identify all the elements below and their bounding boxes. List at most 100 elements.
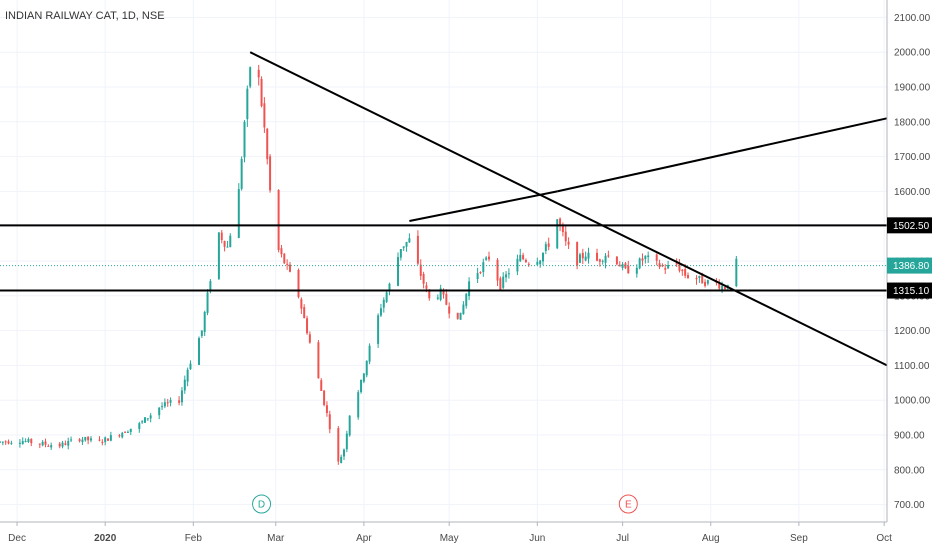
candle-body	[223, 241, 226, 247]
x-tick-label: Jul	[616, 533, 629, 544]
candle-body	[342, 449, 345, 457]
candle-body	[465, 293, 468, 306]
candle-body	[641, 258, 644, 261]
candle-body	[425, 285, 428, 289]
candle-body	[169, 400, 172, 403]
trend-line	[249, 51, 888, 367]
candle-body	[618, 264, 621, 267]
y-tick-label: 1200.00	[894, 326, 931, 337]
candle-body	[723, 286, 726, 290]
candle-body	[288, 264, 291, 272]
last-price-label: 1386.80	[893, 261, 930, 272]
candle-body	[138, 423, 141, 429]
candle-body	[402, 246, 405, 248]
candle-body	[561, 224, 564, 233]
candle-body	[445, 293, 448, 305]
candle-body	[64, 443, 67, 445]
candle-body	[638, 258, 641, 269]
candle-body	[365, 360, 368, 376]
candle-body	[704, 281, 707, 286]
candle-body	[18, 442, 21, 444]
y-tick-label: 1700.00	[894, 152, 931, 163]
candle-body	[655, 254, 658, 261]
candle-body	[206, 292, 209, 313]
candle-body	[229, 235, 232, 248]
candle-body	[143, 417, 146, 423]
candle-body	[303, 307, 306, 319]
candle-body	[576, 242, 579, 266]
event-label: E	[625, 500, 632, 511]
candle-body	[246, 88, 249, 120]
level-price-label: 1502.50	[893, 221, 930, 232]
y-tick-label: 1600.00	[894, 187, 931, 198]
candle-body	[243, 121, 246, 158]
candle-body	[249, 67, 252, 87]
candle-body	[487, 256, 490, 260]
candle-body	[21, 441, 24, 444]
time-axis[interactable]: Dec 2020 Feb Mar Apr May Jun Jul Aug Sep Oct	[8, 522, 892, 544]
x-tick-label: Jun	[529, 533, 545, 544]
candle-body	[325, 405, 328, 414]
x-tick-label: Aug	[702, 533, 720, 544]
candle-body	[559, 218, 562, 226]
candle-body	[397, 257, 400, 286]
candle-body	[149, 415, 152, 419]
candle-body	[482, 262, 485, 273]
candle-body	[260, 78, 263, 107]
candle-body	[109, 435, 112, 441]
candle-body	[78, 439, 81, 442]
candle-body	[462, 304, 465, 315]
candle-body	[1, 441, 4, 443]
x-tick-label: Feb	[185, 533, 203, 544]
candle-body	[320, 380, 323, 392]
candle-body	[578, 254, 581, 263]
candle-body	[141, 421, 144, 423]
candle-body	[388, 283, 391, 291]
candle-body	[129, 428, 132, 432]
candle-body	[496, 259, 499, 281]
grid	[0, 0, 887, 522]
candle-body	[50, 445, 53, 448]
x-tick-label: Sep	[790, 533, 808, 544]
candle-body	[44, 441, 47, 445]
candle-body	[635, 267, 638, 274]
candle-body	[627, 265, 630, 274]
candle-body	[158, 407, 161, 416]
candle-body	[519, 254, 522, 262]
candle-body	[428, 289, 431, 299]
candle-body	[7, 441, 10, 444]
candle-body	[286, 263, 289, 265]
candles	[0, 64, 738, 465]
candle-body	[587, 252, 590, 259]
y-tick-label: 1100.00	[894, 361, 930, 372]
candle-body	[240, 158, 243, 189]
chart-title: INDIAN RAILWAY CAT, 1D, NSE	[5, 10, 165, 22]
candle-body	[107, 438, 110, 441]
candle-body	[166, 402, 169, 404]
candle-body	[368, 345, 371, 362]
candle-body	[459, 312, 462, 320]
candle-body	[198, 338, 201, 365]
candle-body	[581, 252, 584, 259]
candle-body	[4, 441, 7, 443]
candle-body	[377, 315, 380, 344]
candle-body	[360, 379, 363, 393]
candle-body	[706, 280, 709, 284]
candle-body	[89, 438, 92, 441]
candle-body	[385, 292, 388, 302]
y-tick-label: 1000.00	[894, 396, 931, 407]
candle-body	[328, 414, 331, 430]
candle-body	[263, 103, 266, 128]
candle-body	[41, 441, 44, 446]
candle-body	[180, 390, 183, 403]
candle-body	[399, 249, 402, 258]
candle-body	[695, 277, 698, 280]
candle-body	[70, 439, 73, 441]
event-label: D	[258, 500, 265, 511]
candle-body	[721, 285, 724, 290]
candle-body	[584, 256, 587, 261]
candle-body	[226, 246, 229, 248]
candle-body	[283, 253, 286, 264]
